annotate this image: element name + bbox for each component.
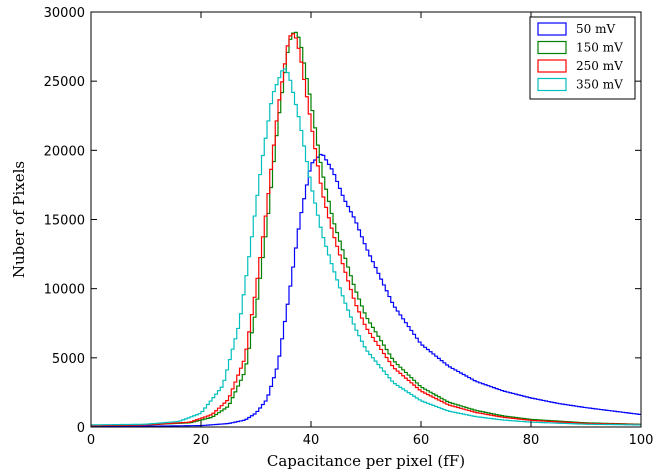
- x-tick-label: 0: [87, 433, 95, 448]
- axes-layer: 0 20 40 60 80 100 0 5000 10000 15000 20000 25000 300…: [44, 6, 654, 448]
- y-tick-label: 5000: [52, 352, 85, 367]
- legend-swatch: [537, 59, 567, 73]
- legend-swatch: [537, 22, 567, 36]
- x-axis-label: Capacitance per pixel (fF): [267, 452, 465, 470]
- legend-swatch: [537, 40, 567, 55]
- series-line-0: [91, 153, 641, 427]
- y-tick-label: 15000: [44, 214, 85, 229]
- y-axis-label: Nuber of Pixels: [10, 161, 28, 278]
- x-tick-label: 100: [629, 433, 654, 448]
- legend-label: 350 mV: [576, 78, 623, 92]
- y-tick-label: 30000: [44, 6, 85, 21]
- legend-label: 50 mV: [576, 22, 615, 36]
- legend-swatch: [537, 77, 567, 92]
- y-tick-label: 25000: [44, 75, 85, 90]
- legend-label: 150 mV: [576, 41, 623, 55]
- y-tick-label: 0: [77, 421, 85, 436]
- series-line-3: [91, 68, 641, 426]
- x-tick-label: 80: [523, 433, 540, 448]
- series-line-2: [91, 33, 641, 427]
- x-tick-label: 40: [303, 433, 320, 448]
- series-layer: [91, 31, 641, 427]
- y-tick-label: 20000: [44, 144, 85, 159]
- y-tick-label: 10000: [44, 283, 85, 298]
- legend-label: 250 mV: [576, 59, 623, 73]
- legend: 50 mV 150 mV 250 mV 350 mV: [529, 16, 636, 100]
- x-tick-label: 60: [413, 433, 430, 448]
- x-tick-label: 20: [193, 433, 210, 448]
- legend-box: [529, 16, 636, 100]
